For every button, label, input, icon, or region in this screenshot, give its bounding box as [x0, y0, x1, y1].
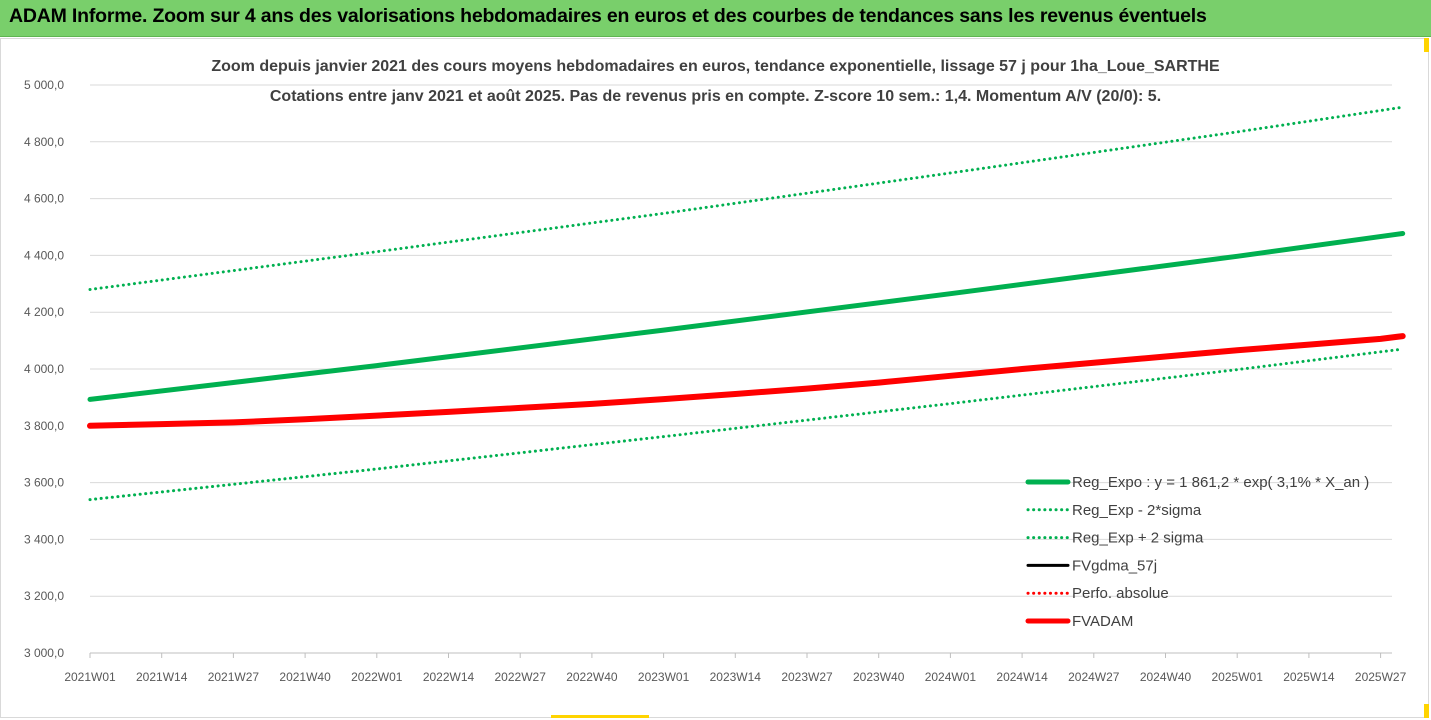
x-tick-label: 2024W40 [1140, 670, 1192, 684]
x-tick-label: 2025W01 [1212, 670, 1264, 684]
y-tick-label: 4 400,0 [24, 248, 64, 262]
x-tick-label: 2024W27 [1068, 670, 1120, 684]
series-line-5 [87, 333, 1406, 429]
y-tick-label: 3 800,0 [24, 419, 64, 433]
y-tick-label: 3 400,0 [24, 532, 64, 546]
x-tick-label: 2021W27 [208, 670, 260, 684]
x-tick-label: 2023W01 [638, 670, 690, 684]
x-tick-label: 2023W40 [853, 670, 905, 684]
series-line-1 [88, 347, 1405, 502]
x-tick-label: 2025W14 [1283, 670, 1335, 684]
frame-bottom-mark [551, 715, 649, 718]
x-tick-label: 2021W01 [64, 670, 116, 684]
y-tick-label: 4 600,0 [24, 192, 64, 206]
x-tick-label: 2022W01 [351, 670, 403, 684]
legend-label: Reg_Exp - 2*sigma [1072, 502, 1202, 519]
x-tick-label: 2022W27 [495, 670, 547, 684]
chart-subtitle: Cotations entre janv 2021 et août 2025. … [269, 88, 1162, 105]
x-tick-label: 2023W14 [710, 670, 762, 684]
y-tick-label: 5 000,0 [24, 78, 64, 92]
x-tick-label: 2024W14 [996, 670, 1048, 684]
chart-title: Zoom depuis janvier 2021 des cours moyen… [211, 58, 1220, 75]
x-tick-label: 2025W27 [1355, 670, 1407, 684]
frame-corner-mark [1424, 704, 1429, 718]
report-banner: ADAM Informe. Zoom sur 4 ans des valoris… [0, 0, 1431, 37]
legend-label: Reg_Exp + 2 sigma [1072, 530, 1204, 547]
legend-label: Perfo. absolue [1072, 585, 1169, 602]
y-tick-label: 4 000,0 [24, 362, 64, 376]
y-tick-label: 3 200,0 [24, 589, 64, 603]
y-tick-label: 4 200,0 [24, 305, 64, 319]
frame-corner-mark [1424, 38, 1429, 52]
x-tick-label: 2021W14 [136, 670, 188, 684]
x-tick-label: 2024W01 [925, 670, 977, 684]
legend-label: FVADAM [1072, 613, 1133, 630]
y-tick-label: 4 800,0 [24, 135, 64, 149]
y-tick-label: 3 000,0 [24, 646, 64, 660]
legend-label: FVgdma_57j [1072, 557, 1157, 574]
y-tick-label: 3 600,0 [24, 476, 64, 490]
series-line-0 [87, 231, 1406, 402]
x-tick-label: 2023W27 [781, 670, 833, 684]
report-title: ADAM Informe. Zoom sur 4 ans des valoris… [9, 5, 1207, 27]
series-line-2 [88, 105, 1405, 291]
chart-frame [0, 38, 1429, 718]
legend-label: Reg_Expo : y = 1 861,2 * exp( 3,1% * X_a… [1072, 474, 1369, 491]
x-tick-label: 2021W40 [279, 670, 331, 684]
x-tick-label: 2022W40 [566, 670, 618, 684]
x-tick-label: 2022W14 [423, 670, 475, 684]
